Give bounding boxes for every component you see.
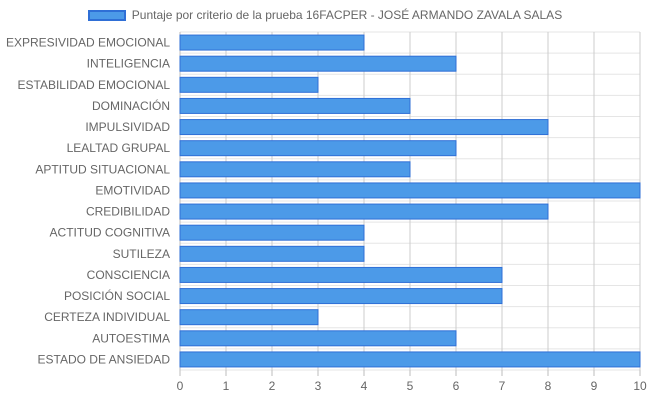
- x-tick-label: 1: [223, 379, 230, 393]
- bar: [179, 161, 411, 178]
- y-category-label: CONSCIENCIA: [87, 268, 170, 282]
- legend-swatch: [87, 9, 126, 21]
- bar: [179, 76, 319, 93]
- y-category-label: CREDIBILIDAD: [86, 205, 170, 219]
- x-tick-label: 10: [633, 379, 647, 393]
- bar: [179, 309, 319, 326]
- y-category-label: SUTILEZA: [113, 247, 170, 261]
- y-category-label: ACTITUD COGNITIVA: [50, 226, 170, 240]
- x-tick-label: 2: [269, 379, 276, 393]
- x-tick-label: 6: [453, 379, 460, 393]
- bar: [179, 97, 411, 114]
- bar: [179, 351, 641, 368]
- x-tick-label: 7: [499, 379, 506, 393]
- x-tick-label: 0: [177, 379, 184, 393]
- y-category-label: APTITUD SITUACIONAL: [35, 162, 170, 176]
- y-category-label: CERTEZA INDIVIDUAL: [44, 310, 170, 324]
- y-category-label: DOMINACIÓN: [92, 98, 170, 113]
- bar: [179, 140, 457, 157]
- y-category-label: POSICIÓN SOCIAL: [64, 288, 170, 303]
- bar: [179, 330, 457, 347]
- y-category-label: EXPRESIVIDAD EMOCIONAL: [6, 36, 170, 50]
- x-tick-label: 4: [361, 379, 368, 393]
- y-category-label: LEALTAD GRUPAL: [67, 141, 171, 155]
- y-category-label: ESTADO DE ANSIEDAD: [38, 352, 171, 366]
- bar: [179, 203, 549, 220]
- x-tick-label: 3: [315, 379, 322, 393]
- bar: [179, 266, 503, 283]
- y-category-label: INTELIGENCIA: [87, 57, 170, 71]
- x-tick-label: 8: [545, 379, 552, 393]
- bar: [179, 224, 365, 241]
- bar: [179, 34, 365, 51]
- y-category-label: EMOTIVIDAD: [95, 183, 170, 197]
- x-tick-label: 9: [591, 379, 598, 393]
- bar: [179, 182, 641, 199]
- bar: [179, 119, 549, 136]
- bar: [179, 245, 365, 262]
- legend[interactable]: Puntaje por criterio de la prueba 16FACP…: [0, 6, 650, 24]
- legend-label: Puntaje por criterio de la prueba 16FACP…: [131, 8, 563, 22]
- bar: [179, 288, 503, 305]
- x-tick-label: 5: [407, 379, 414, 393]
- y-category-label: ESTABILIDAD EMOCIONAL: [18, 78, 171, 92]
- bar: [179, 55, 457, 72]
- y-category-label: AUTOESTIMA: [92, 331, 170, 345]
- y-category-label: IMPULSIVIDAD: [85, 120, 170, 134]
